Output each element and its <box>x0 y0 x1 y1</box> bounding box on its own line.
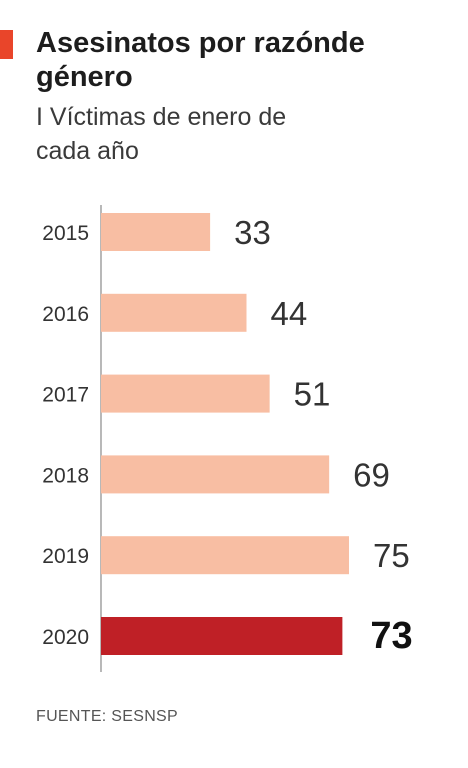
bar-2020 <box>101 617 343 655</box>
bar-2019 <box>101 536 349 575</box>
value-label-2015: 33 <box>234 214 271 251</box>
category-label-2016: 2016 <box>42 303 89 326</box>
value-label-2019: 75 <box>373 537 410 574</box>
category-label-2015: 2015 <box>42 222 89 245</box>
bar-2016 <box>101 293 247 332</box>
chart-subtitle: I Víctimas de enero de cada año <box>36 103 287 165</box>
chart-title: Asesinatos por razónde género <box>36 27 365 93</box>
category-label-2018: 2018 <box>42 464 89 487</box>
bars-group: 2015 33 2016 44 2017 51 2018 69 2019 75 2020 73 <box>42 213 413 657</box>
bar-chart: 2015 33 2016 44 2017 51 2018 69 2019 75 2020 73 <box>42 205 413 672</box>
category-label-2019: 2019 <box>42 545 89 568</box>
category-label-2017: 2017 <box>42 384 89 407</box>
source-note: FUENTE: SESNSP <box>36 708 179 725</box>
category-label-2020: 2020 <box>42 626 89 649</box>
value-label-2018: 69 <box>353 456 390 493</box>
bar-2015 <box>101 213 211 251</box>
title-accent-marker <box>0 30 13 59</box>
value-label-2020: 73 <box>370 615 412 657</box>
bar-2018 <box>101 455 330 494</box>
bar-2017 <box>101 374 270 413</box>
value-label-2017: 51 <box>294 376 331 413</box>
value-label-2016: 44 <box>270 295 307 332</box>
